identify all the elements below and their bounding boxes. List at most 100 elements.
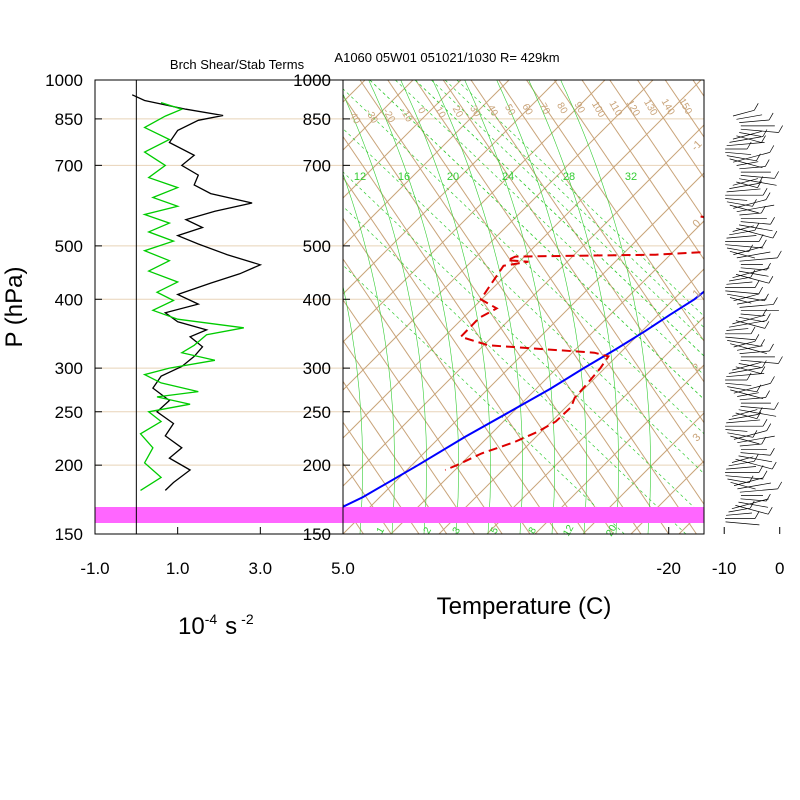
wind-barb-feather [754, 511, 760, 519]
isotherm-label: 10 [432, 105, 447, 121]
wind-barb-staff [726, 328, 749, 331]
wind-barb-feather [778, 125, 783, 133]
wind-barb-feather [770, 217, 775, 225]
wind-barb-staff [728, 507, 751, 513]
wind-barb-feather [753, 454, 759, 462]
wind-barb-staff [732, 225, 755, 232]
wind-barb-staff [725, 475, 764, 480]
wind-barb-staff [726, 142, 765, 147]
moist-adiabat-line [400, 80, 492, 534]
adiabat-line [343, 172, 704, 534]
mixing-ratio-line [456, 80, 704, 317]
wind-barb-feather [756, 411, 762, 419]
wind-barb-feather [765, 390, 770, 398]
wind-barb-feather [762, 470, 768, 479]
wind-barb-feather [766, 493, 771, 502]
wind-barb-staff [726, 188, 761, 193]
y-tick-label: 500 [55, 237, 83, 256]
mixing-ratio-line [431, 80, 704, 341]
wind-barb-staff [726, 373, 765, 378]
isotherm-line [343, 217, 559, 534]
left-series [131, 94, 263, 491]
wind-barb-staff [739, 488, 778, 493]
isotherm-line [343, 94, 642, 534]
right-plot-frame [342, 79, 705, 535]
moist-adiabat-line [343, 284, 364, 534]
isotherm-line [553, 80, 704, 302]
right-series [343, 215, 704, 508]
isotherm-label: 0 [415, 106, 428, 117]
wind-barb-staff [730, 481, 756, 490]
wind-barb-staff [735, 458, 773, 470]
wind-barb-feather [768, 112, 774, 121]
wind-barb-feather [771, 461, 777, 470]
wind-barb-staff [726, 155, 757, 162]
x-tick-label: 0 [775, 559, 784, 578]
wind-barb-feather [758, 176, 764, 184]
wind-barb-staff [726, 201, 753, 207]
isotherm-line [343, 421, 420, 534]
wind-barb-staff [732, 109, 755, 117]
isotherm-label: 130 [641, 98, 659, 118]
isotherm-line [637, 80, 704, 179]
wind-barb-staff [736, 204, 775, 213]
wind-barb-feather [760, 366, 766, 374]
y-tick-label: 400 [303, 290, 331, 309]
wind-barb-feather [762, 419, 768, 427]
isotherm-label: 100 [589, 100, 607, 120]
wind-barb-feather [767, 507, 773, 515]
adiabat-line [343, 80, 558, 295]
units-s: s [225, 613, 237, 640]
x-tick-label: 3.0 [249, 559, 273, 578]
isotherm-label: 70 [537, 101, 552, 117]
left-y-tick-labels: 150 200 250 300 400 500 700 850 1000 [45, 71, 83, 544]
isotherm-line [526, 80, 704, 342]
wind-barb-feather [762, 239, 767, 248]
isotherm-line [581, 80, 704, 261]
wind-barb-staff [733, 477, 764, 486]
mixing-ratio-line [395, 80, 704, 376]
mixing-ratio-line [343, 128, 704, 475]
wind-barb-staff [732, 267, 770, 279]
wind-barb-staff [740, 128, 779, 133]
wind-barb-feather [746, 372, 752, 381]
wind-barb-staff [737, 392, 759, 397]
isotherm-label: -40 [345, 108, 362, 126]
wind-barb-staff [733, 293, 759, 302]
bottom-mixing-label: 8 [527, 525, 540, 536]
wind-barb-feather [760, 339, 765, 347]
wind-barb-feather [770, 376, 775, 384]
left-x-axis-label: 10-4 s -2 [178, 611, 254, 640]
left-tick-marks [94, 79, 344, 535]
wind-barb-feather [774, 171, 779, 179]
wind-barb-feather [777, 481, 783, 490]
wind-barb-feather [753, 103, 759, 111]
y-tick-label: 200 [303, 456, 331, 475]
mixing-ratio-label: 32 [625, 171, 637, 183]
wind-barb-staff [735, 412, 758, 420]
wind-barb-staff [733, 430, 767, 440]
wind-barb-staff [725, 382, 752, 386]
wind-barb-staff [736, 114, 763, 120]
wind-barb-feather [764, 293, 769, 301]
wind-barb-staff [726, 466, 757, 470]
isotherm-line [359, 80, 670, 534]
shear-stab-panel: 150 200 250 300 400 500 700 850 1000 -1.0 1.0 3.0 5… [1, 57, 355, 640]
black-series-line [131, 94, 263, 491]
wind-barb-feather [749, 501, 755, 509]
temperature-axis-label: Temperature (C) [437, 593, 612, 620]
wind-barb-staff [731, 498, 769, 510]
mixing-ratio-line [444, 80, 704, 328]
wind-barb-feather [750, 326, 756, 334]
right-tick-marks [343, 79, 781, 535]
wind-barb-feather [766, 262, 771, 271]
bottom-mixing-label: 1 [375, 525, 388, 536]
wind-barb-feather [773, 297, 778, 305]
wind-barb-feather [761, 205, 766, 214]
y-tick-label: 300 [55, 359, 83, 378]
adiabat-line [390, 220, 704, 534]
wind-barb-feather [764, 159, 770, 167]
wind-barb-feather [766, 313, 771, 321]
